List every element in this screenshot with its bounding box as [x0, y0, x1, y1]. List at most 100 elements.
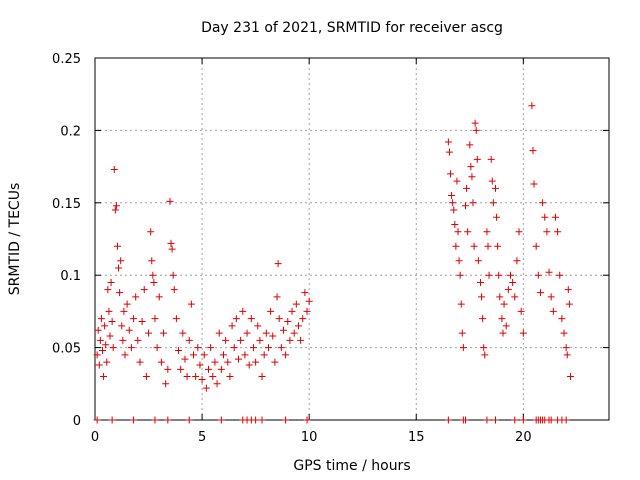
data-point: [556, 271, 564, 279]
data-point: [453, 177, 461, 185]
data-point: [130, 416, 138, 424]
data-point: [519, 416, 527, 424]
data-point: [258, 416, 266, 424]
data-point: [228, 322, 236, 330]
data-point: [130, 315, 138, 323]
y-tick-label: 0.15: [52, 197, 81, 212]
data-point: [252, 358, 260, 366]
data-point: [274, 260, 282, 268]
data-point: [303, 307, 311, 315]
data-point: [305, 297, 313, 305]
data-point: [190, 351, 198, 359]
data-point: [256, 336, 264, 344]
data-point: [290, 329, 298, 337]
data-point: [445, 148, 453, 156]
data-point: [185, 336, 193, 344]
data-point: [271, 358, 279, 366]
data-point: [463, 184, 471, 192]
data-point: [519, 329, 527, 337]
data-point: [100, 373, 108, 381]
data-point: [564, 286, 572, 294]
data-point: [107, 278, 115, 286]
data-point: [103, 358, 111, 366]
data-point: [487, 155, 495, 163]
data-point: [243, 329, 251, 337]
data-point: [234, 355, 242, 363]
data-point: [468, 173, 476, 181]
data-point: [554, 228, 562, 236]
y-axis-title: SRMTID / TECUs: [7, 183, 23, 296]
data-point: [220, 351, 227, 359]
data-point: [155, 293, 163, 301]
data-point: [138, 318, 146, 326]
data-point: [151, 416, 159, 424]
data-point: [185, 416, 193, 424]
data-point: [282, 351, 290, 359]
data-point: [224, 358, 232, 366]
data-point: [469, 199, 477, 207]
data-point: [148, 257, 156, 265]
data-point: [491, 416, 499, 424]
data-point: [108, 416, 116, 424]
data-point: [494, 242, 502, 250]
data-point: [444, 416, 452, 424]
data-point: [134, 336, 142, 344]
data-point: [162, 380, 170, 388]
data-point: [95, 361, 103, 369]
data-point: [104, 286, 112, 294]
data-point: [539, 199, 547, 207]
data-point: [562, 416, 570, 424]
data-point: [241, 351, 249, 359]
data-point: [121, 351, 129, 359]
data-point: [473, 155, 481, 163]
data-point: [479, 315, 487, 323]
data-point: [547, 416, 555, 424]
data-point: [175, 346, 183, 354]
data-point: [464, 228, 472, 236]
y-tick-label: 0.25: [52, 52, 81, 67]
data-point: [127, 344, 135, 352]
data-point: [500, 300, 508, 308]
data-point: [303, 416, 311, 424]
data-point: [115, 264, 123, 272]
data-point: [136, 358, 144, 366]
data-point: [157, 358, 165, 366]
data-point: [125, 326, 133, 334]
data-point: [454, 228, 462, 236]
data-point: [529, 147, 537, 155]
data-point: [222, 336, 230, 344]
data-point: [543, 228, 551, 236]
data-point: [97, 315, 105, 323]
data-point: [466, 141, 474, 149]
data-point: [181, 355, 189, 363]
data-point: [297, 336, 305, 344]
data-point: [530, 180, 538, 188]
data-points: [93, 102, 574, 424]
x-tick-label: 20: [515, 430, 532, 445]
data-point: [547, 293, 555, 301]
data-point: [532, 242, 540, 250]
data-point: [449, 199, 457, 207]
data-point: [237, 336, 245, 344]
data-point: [110, 165, 118, 173]
data-point: [549, 307, 557, 315]
data-point: [478, 293, 486, 301]
data-point: [196, 361, 204, 369]
data-point: [483, 416, 491, 424]
data-point: [277, 344, 285, 352]
x-tick-label: 15: [408, 430, 425, 445]
grid: [95, 58, 609, 420]
data-point: [279, 326, 287, 334]
data-point: [142, 373, 150, 381]
data-point: [455, 257, 463, 265]
data-point: [299, 315, 307, 323]
data-point: [117, 257, 125, 265]
data-point: [534, 271, 542, 279]
data-point: [202, 384, 210, 392]
data-point: [260, 351, 268, 359]
data-point: [284, 318, 292, 326]
data-point: [177, 365, 185, 373]
data-point: [452, 242, 460, 250]
data-point: [513, 257, 521, 265]
data-point: [462, 202, 470, 210]
